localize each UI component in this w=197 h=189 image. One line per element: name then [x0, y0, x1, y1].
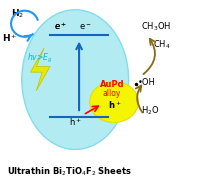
Text: hv>E$_g$: hv>E$_g$	[27, 52, 52, 65]
Text: •OH: •OH	[137, 78, 155, 87]
Text: e$^-$: e$^-$	[54, 23, 67, 32]
Text: CH$_3$OH: CH$_3$OH	[141, 20, 172, 33]
Text: Ultrathin Bi$_2$TiO$_4$F$_2$ Sheets: Ultrathin Bi$_2$TiO$_4$F$_2$ Sheets	[7, 166, 132, 178]
Ellipse shape	[90, 81, 138, 122]
Polygon shape	[31, 48, 50, 91]
Text: e$^-$: e$^-$	[79, 23, 92, 32]
Text: AuPd: AuPd	[100, 80, 125, 89]
Text: CH$_4$: CH$_4$	[153, 39, 171, 51]
Text: H$^+$: H$^+$	[2, 33, 18, 44]
Text: h$^+$: h$^+$	[69, 116, 82, 128]
Ellipse shape	[22, 10, 129, 149]
Text: H$_2$O: H$_2$O	[141, 104, 160, 117]
Text: alloy: alloy	[102, 89, 121, 98]
Text: h$^+$: h$^+$	[108, 100, 122, 111]
Text: e$^+$: e$^+$	[54, 21, 67, 32]
Text: H$_2$: H$_2$	[11, 7, 24, 20]
